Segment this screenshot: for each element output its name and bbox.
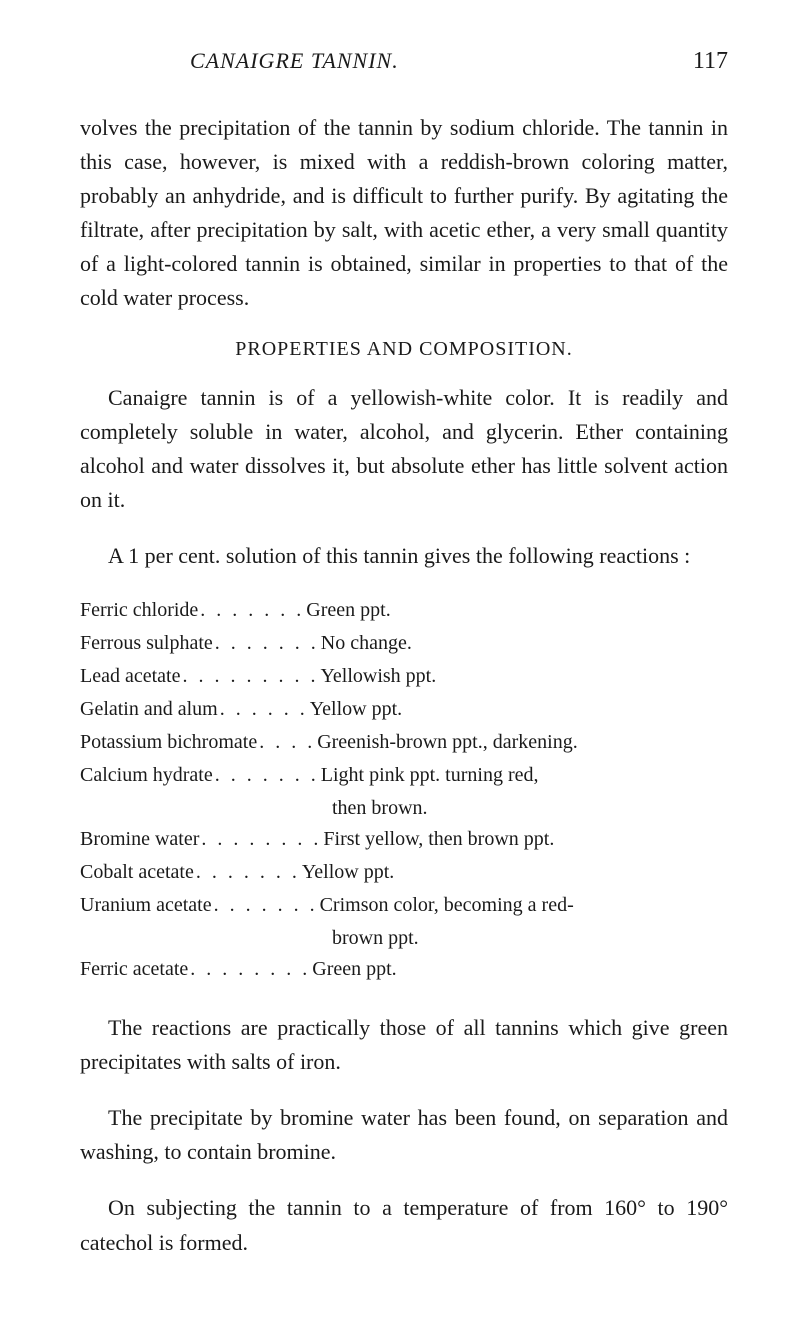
table-row: Calcium hydrate . . . . . . . Light pink… <box>80 760 728 791</box>
reaction-label: Lead acetate <box>80 661 180 692</box>
paragraph-2: Canaigre tannin is of a yellowish-white … <box>80 381 728 517</box>
reactions-table: Ferric chloride . . . . . . . Green ppt.… <box>80 595 728 985</box>
running-title: CANAIGRE TANNIN. <box>190 48 399 74</box>
paragraph-3: A 1 per cent. solution of this tannin gi… <box>80 539 728 573</box>
reaction-result: Green ppt. <box>306 595 728 626</box>
reaction-result: Greenish-brown ppt., darkening. <box>317 727 728 758</box>
reaction-label: Ferric acetate <box>80 954 188 985</box>
leader-dots: . . . . . . . <box>198 595 306 626</box>
reaction-label: Uranium acetate <box>80 890 212 921</box>
reaction-result: First yellow, then brown ppt. <box>323 824 728 855</box>
table-row: Potassium bichromate . . . . Greenish-br… <box>80 727 728 758</box>
reaction-result: No change. <box>321 628 728 659</box>
reaction-label: Gelatin and alum <box>80 694 218 725</box>
reaction-result: Light pink ppt. turning red, <box>321 760 728 791</box>
reaction-label: Ferrous sulphate <box>80 628 213 659</box>
table-row: Gelatin and alum . . . . . . Yellow ppt. <box>80 694 728 725</box>
reaction-result: Crimson color, becoming a red- <box>320 890 728 921</box>
reaction-label: Calcium hydrate <box>80 760 213 791</box>
reaction-result: Yellow ppt. <box>310 694 728 725</box>
reaction-continuation: then brown. <box>80 793 728 824</box>
reaction-result: Yellowish ppt. <box>320 661 728 692</box>
leader-dots: . . . . . . . . <box>188 954 312 985</box>
reaction-label: Potassium bichromate <box>80 727 257 758</box>
reaction-label: Cobalt acetate <box>80 857 194 888</box>
reaction-continuation: brown ppt. <box>80 923 728 954</box>
table-row: Lead acetate . . . . . . . . . Yellowish… <box>80 661 728 692</box>
page-number: 117 <box>693 48 728 75</box>
leader-dots: . . . . . . . . . <box>180 661 320 692</box>
paragraph-1: volves the precipitation of the tannin b… <box>80 111 728 316</box>
paragraph-5: The precipitate by bromine water has bee… <box>80 1101 728 1169</box>
leader-dots: . . . . . . . <box>213 760 321 791</box>
leader-dots: . . . . . . <box>218 694 310 725</box>
table-row: Ferric acetate . . . . . . . . Green ppt… <box>80 954 728 985</box>
table-row: Ferric chloride . . . . . . . Green ppt. <box>80 595 728 626</box>
reaction-label: Bromine water <box>80 824 199 855</box>
leader-dots: . . . . <box>257 727 317 758</box>
leader-dots: . . . . . . . <box>212 890 320 921</box>
leader-dots: . . . . . . . <box>213 628 321 659</box>
table-row: Cobalt acetate . . . . . . . Yellow ppt. <box>80 857 728 888</box>
reaction-result: Yellow ppt. <box>302 857 728 888</box>
table-row: Bromine water . . . . . . . . First yell… <box>80 824 728 855</box>
leader-dots: . . . . . . . <box>194 857 302 888</box>
reaction-label: Ferric chloride <box>80 595 198 626</box>
reaction-result: Green ppt. <box>312 954 728 985</box>
table-row: Uranium acetate . . . . . . . Crimson co… <box>80 890 728 921</box>
page-header: CANAIGRE TANNIN. 117 <box>80 48 728 75</box>
paragraph-6: On subjecting the tannin to a temperatur… <box>80 1191 728 1259</box>
section-heading: PROPERTIES AND COMPOSITION. <box>80 338 728 361</box>
paragraph-4: The reactions are practically those of a… <box>80 1011 728 1079</box>
leader-dots: . . . . . . . . <box>199 824 323 855</box>
table-row: Ferrous sulphate . . . . . . . No change… <box>80 628 728 659</box>
